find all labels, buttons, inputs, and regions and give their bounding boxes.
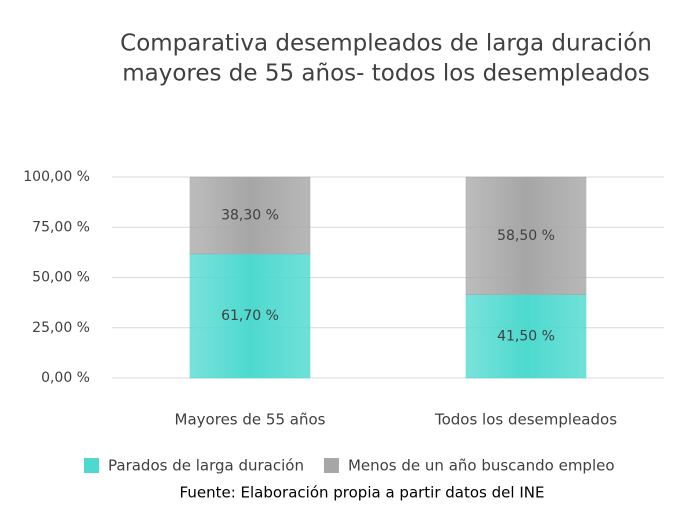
bar-segment — [465, 294, 587, 379]
source-note: Fuente: Elaboración propia a partir dato… — [180, 484, 545, 502]
x-tick-label: Mayores de 55 años — [175, 411, 326, 429]
bar-segment — [189, 176, 311, 255]
legend-label: Menos de un año buscando empleo — [348, 457, 615, 475]
y-tick-label: 50,00 % — [32, 270, 90, 286]
bar-segment — [189, 253, 311, 379]
y-tick-label: 100,00 % — [23, 169, 90, 185]
legend-swatch — [84, 458, 99, 473]
x-tick-label: Todos los desempleados — [434, 411, 617, 429]
data-label: 41,50 % — [497, 328, 555, 344]
data-label: 38,30 % — [221, 207, 279, 223]
legend-swatch — [323, 458, 339, 473]
legend-label: Parados de larga duración — [108, 457, 304, 475]
chart-title: Comparativa desempleados de larga duraci… — [120, 31, 652, 57]
y-tick-label: 25,00 % — [32, 320, 90, 336]
data-label: 61,70 % — [221, 308, 279, 324]
y-tick-label: 0,00 % — [41, 370, 90, 386]
data-label: 58,50 % — [497, 228, 555, 244]
y-tick-label: 75,00 % — [32, 219, 90, 235]
chart-title: mayores de 55 años- todos los desemplead… — [122, 61, 650, 87]
bar-segment — [465, 176, 587, 295]
